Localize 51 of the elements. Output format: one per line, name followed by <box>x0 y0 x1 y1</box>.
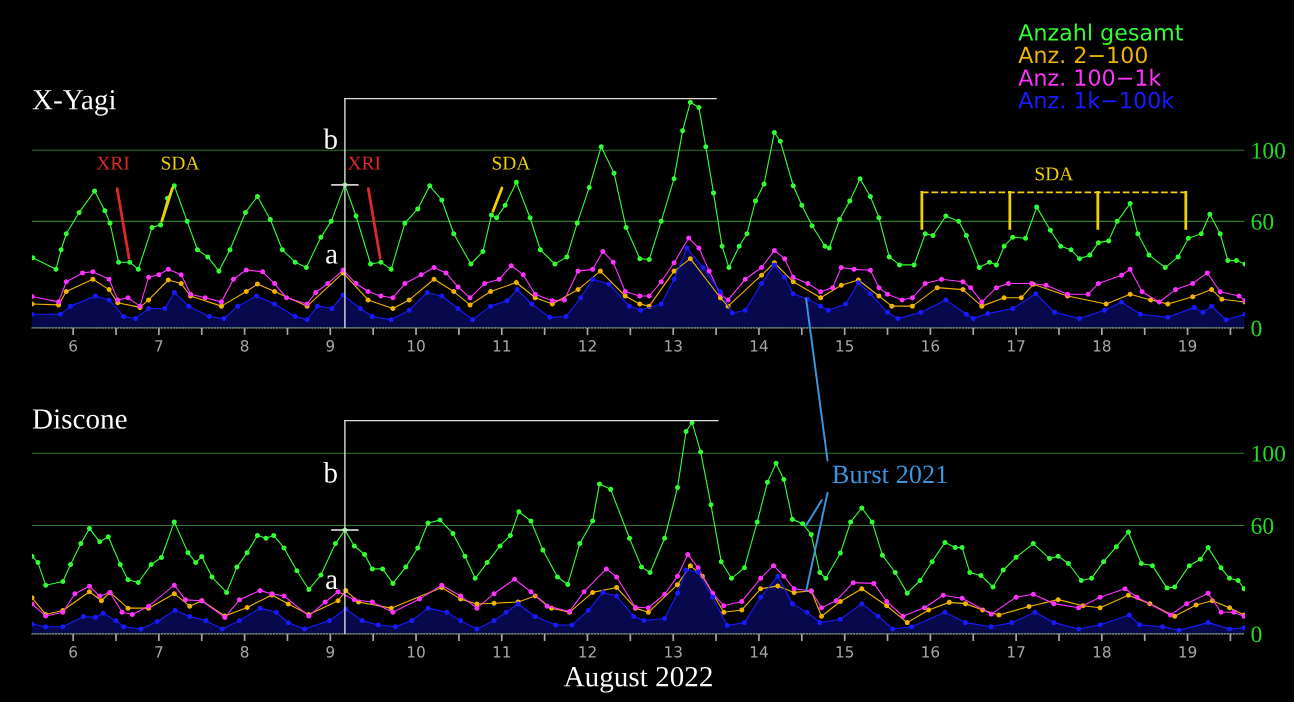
annotation: a <box>326 249 338 264</box>
x-tick-label: 19 <box>1179 340 1197 352</box>
x-tick-label: 8 <box>240 340 249 352</box>
x-tick-label: 10 <box>408 646 425 658</box>
y-tick-label: 100 <box>1252 445 1286 462</box>
y-tick-label: 0 <box>1251 626 1262 643</box>
annotation: SDA <box>492 156 531 170</box>
y-tick-label: 60 <box>1251 518 1274 534</box>
y-tick-label: 60 <box>1251 213 1274 230</box>
y-tick-label: 100 <box>1252 142 1286 159</box>
x-tick-label: 11 <box>493 646 511 658</box>
x-tick-label: 18 <box>1093 340 1111 352</box>
x-tick-label: 16 <box>922 646 940 658</box>
annotation: Burst 2021 <box>832 465 947 484</box>
x-tick-label: 9 <box>326 646 335 658</box>
chart-title: X-Yagi <box>32 90 116 116</box>
x-tick-label: 16 <box>922 340 940 352</box>
x-tick-label: 7 <box>155 646 163 658</box>
annotation: XRI <box>96 156 130 170</box>
annotation: a <box>326 575 338 590</box>
chart-title: Discone <box>32 409 127 429</box>
x-tick-label: 12 <box>579 340 596 352</box>
text: Anzahl gesamt <box>1018 23 1183 46</box>
x-tick-label: 7 <box>155 340 163 352</box>
x-tick-label: 17 <box>1008 340 1025 352</box>
x-tick-label: 10 <box>408 340 425 352</box>
x-tick-label: 13 <box>665 340 682 352</box>
x-tick-label: 13 <box>665 646 682 658</box>
x-tick-label: 14 <box>750 646 768 658</box>
x-tick-label: 17 <box>1008 646 1025 658</box>
x-tick-label: 14 <box>750 340 768 352</box>
x-tick-label: 18 <box>1093 646 1111 658</box>
annotation: SDA <box>161 156 200 170</box>
ref-line-label: b <box>323 462 337 483</box>
x-tick-label: 9 <box>326 340 335 352</box>
x-tick-label: 12 <box>579 646 596 658</box>
x-tick-label: 15 <box>836 646 854 658</box>
x-tick-label: 6 <box>69 646 78 658</box>
text: Anz. 2−100 <box>1018 46 1147 64</box>
x-tick-label: 19 <box>1179 646 1197 658</box>
x-tick-label: 6 <box>69 340 78 352</box>
x-tick-label: 8 <box>240 646 249 658</box>
ref-line-label: b <box>323 128 337 150</box>
annotation: XRI <box>347 156 381 170</box>
x-tick-label: 15 <box>836 340 854 352</box>
text: Anz. 1k−100k <box>1018 91 1175 109</box>
text: Anz. 100−1k <box>1018 68 1162 86</box>
y-tick-label: 0 <box>1251 320 1262 337</box>
x-axis-title: August 2022 <box>563 666 712 693</box>
x-tick-label: 11 <box>493 340 511 352</box>
annotation: SDA <box>1035 167 1074 181</box>
